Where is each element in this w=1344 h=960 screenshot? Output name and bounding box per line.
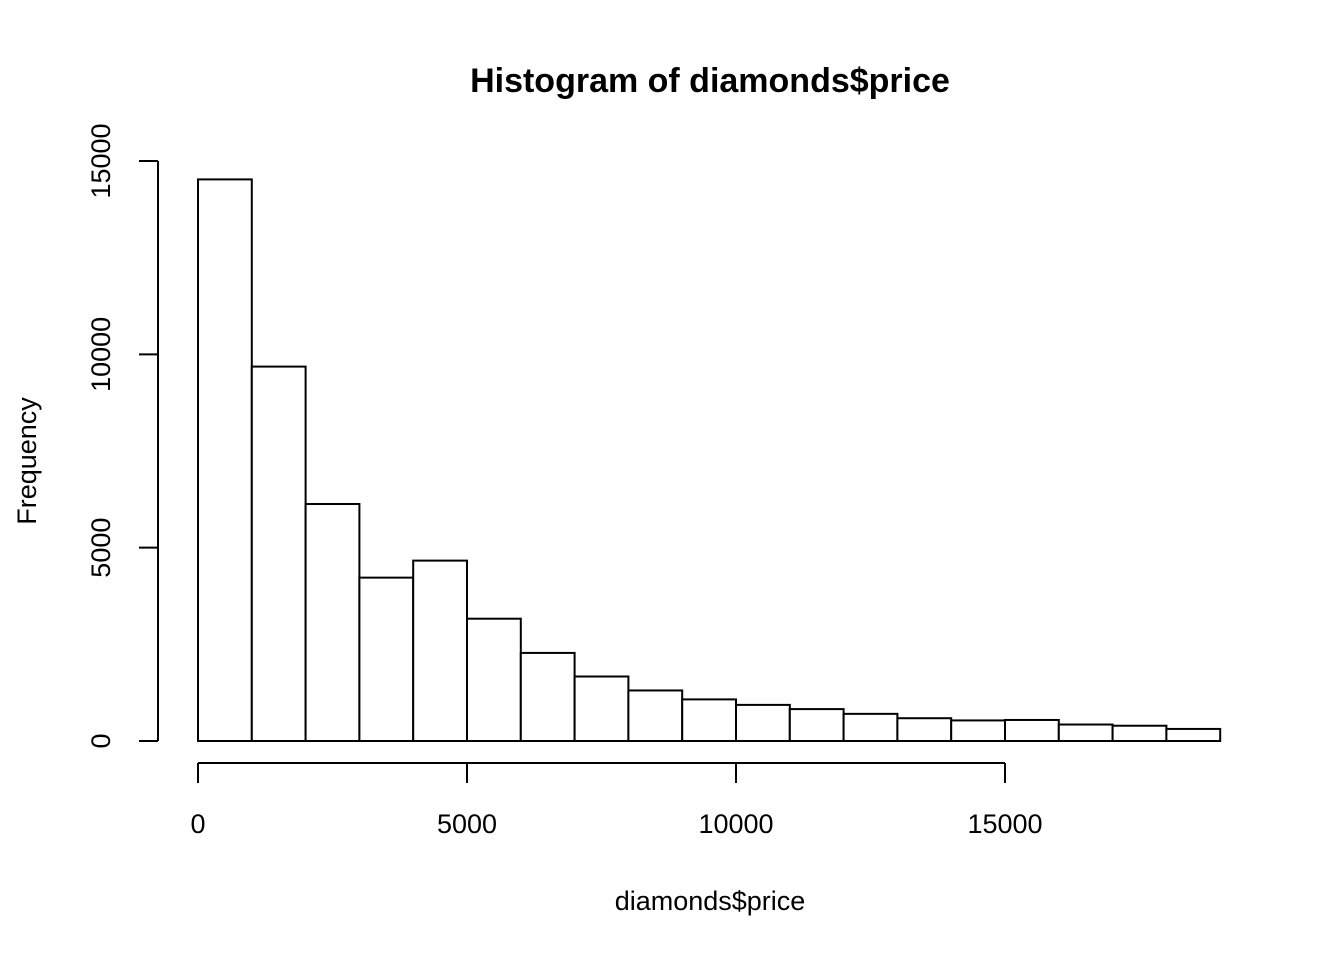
histogram-bar bbox=[735, 703, 791, 742]
histogram-bar bbox=[573, 675, 630, 743]
histogram-bar bbox=[842, 712, 899, 743]
x-tick-label: 0 bbox=[190, 809, 205, 839]
histogram-bar bbox=[519, 651, 576, 743]
histogram-bar bbox=[1165, 727, 1222, 742]
histogram-bar bbox=[1004, 718, 1060, 742]
y-axis-label: Frequency bbox=[12, 397, 42, 525]
histogram-bar bbox=[304, 503, 361, 742]
x-tick-label: 10000 bbox=[698, 809, 773, 839]
histogram-bar bbox=[1057, 723, 1114, 743]
histogram-bar bbox=[358, 576, 415, 743]
histogram-bar bbox=[681, 698, 738, 742]
y-tick-label: 10000 bbox=[86, 317, 116, 392]
histogram-bar bbox=[896, 717, 953, 743]
y-tick-label: 0 bbox=[86, 733, 116, 748]
x-tick-label: 5000 bbox=[437, 809, 497, 839]
chart-title: Histogram of diamonds$price bbox=[470, 62, 950, 100]
histogram-bar bbox=[788, 708, 845, 742]
histogram-bar bbox=[627, 689, 684, 742]
y-tick-label: 5000 bbox=[86, 518, 116, 578]
histogram-bar bbox=[950, 719, 1007, 742]
histogram-bar bbox=[412, 559, 469, 742]
y-tick-label: 15000 bbox=[86, 123, 116, 198]
histogram-bar bbox=[197, 178, 253, 742]
x-axis-label: diamonds$price bbox=[615, 886, 806, 916]
histogram-bar bbox=[250, 365, 307, 742]
histogram-bar bbox=[466, 617, 522, 742]
x-tick-label: 15000 bbox=[967, 809, 1042, 839]
histogram-bar bbox=[1111, 724, 1168, 743]
